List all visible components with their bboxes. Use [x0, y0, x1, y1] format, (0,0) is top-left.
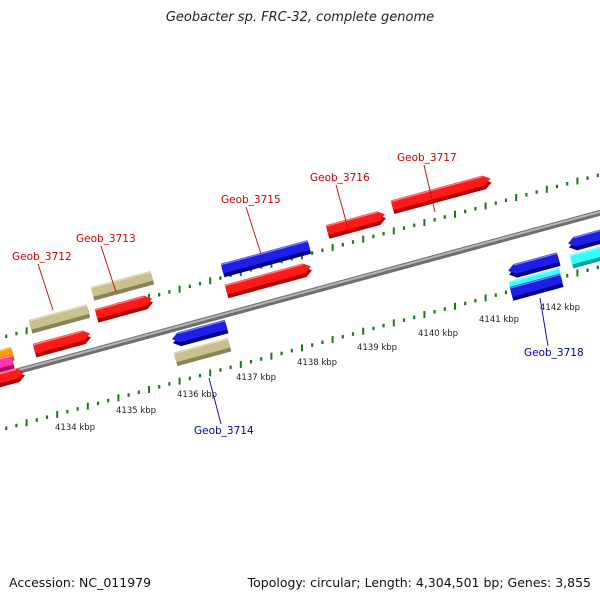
- genome-summary: Topology: circular; Length: 4,304,501 bp…: [247, 575, 591, 590]
- gene-feature-2: [0, 354, 15, 374]
- gene-leader-line: [100, 245, 117, 293]
- gene-feature-3: [0, 368, 25, 389]
- gene-feature-14: [508, 252, 561, 278]
- gene-leader-line: [539, 297, 549, 347]
- gene-leader-line: [245, 206, 262, 255]
- scale-label: 4136 kbp: [177, 390, 217, 400]
- gene-label-geob-3715: Geob_3715: [221, 194, 281, 206]
- backbone-highlight: [0, 210, 600, 377]
- gene-feature-11: [224, 263, 312, 299]
- gene-leader-line: [423, 164, 436, 213]
- gene-feature-16: [509, 273, 564, 301]
- gene-label-geob-3712: Geob_3712: [12, 251, 72, 263]
- gene-label-geob-3714: Geob_3714: [194, 425, 254, 437]
- gene-feature-13: [390, 175, 492, 215]
- gene-feature-7: [94, 295, 154, 323]
- scale-labels: 4134 kbp 4135 kbp 4136 kbp 4137 kbp 4138 kbp…: [55, 303, 580, 433]
- scale-label: 4139 kbp: [357, 343, 397, 353]
- gene-feature-10: [220, 240, 312, 278]
- gene-leader-line: [335, 184, 350, 233]
- scale-label: 4134 kbp: [55, 423, 95, 433]
- gene-leader-line: [37, 263, 54, 311]
- genome-backbone: [0, 209, 600, 380]
- accession-label: Accession: NC_011979: [9, 575, 152, 590]
- inner-tick-track: [5, 265, 599, 431]
- gene-label-geob-3713: Geob_3713: [76, 233, 136, 245]
- gene-leader-line: [208, 377, 222, 425]
- gene-label-geob-3717: Geob_3717: [397, 152, 457, 164]
- gene-feature-6: [90, 270, 155, 301]
- map-title: Geobacter sp. FRC-32, complete genome: [165, 10, 435, 25]
- scale-label: 4135 kbp: [116, 406, 156, 416]
- gene-labels: Geob_3712 Geob_3713 Geob_3714 Geob_3715 Geob…: [12, 152, 584, 437]
- gene-label-geob-3716: Geob_3716: [310, 172, 370, 184]
- gene-feature-18: [569, 245, 600, 269]
- scale-label: 4140 kbp: [418, 329, 458, 339]
- gene-label-geob-3718: Geob_3718: [524, 347, 584, 359]
- gene-feature-17: [568, 228, 600, 251]
- scale-label: 4141 kbp: [479, 315, 519, 325]
- scale-label: 4142 kbp: [540, 303, 580, 313]
- scale-label: 4137 kbp: [236, 373, 276, 383]
- gene-feature-8: [172, 319, 229, 347]
- gene-feature-12: [325, 211, 386, 239]
- scale-label: 4138 kbp: [297, 358, 337, 368]
- gene-feature-5: [32, 330, 92, 358]
- feature-track: [0, 175, 600, 389]
- gene-feature-4: [28, 304, 91, 334]
- gene-feature-9: [173, 337, 232, 367]
